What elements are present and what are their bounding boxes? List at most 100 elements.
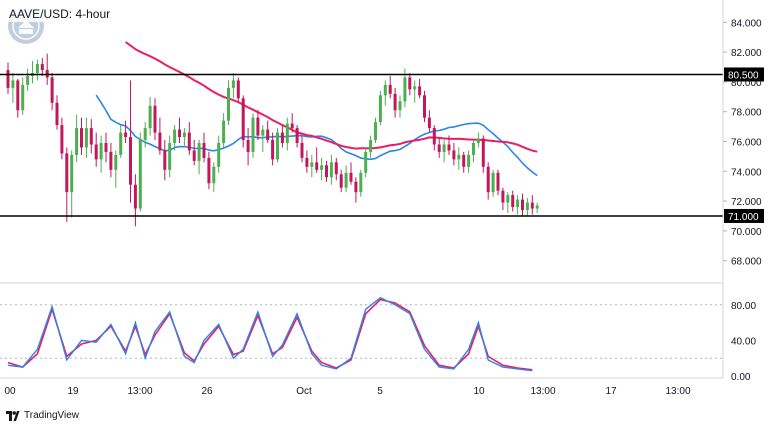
candle-body — [462, 154, 466, 167]
candle-body — [261, 129, 265, 136]
candle-body — [334, 162, 338, 175]
candle-body — [6, 70, 10, 88]
stochastic-tick-label: 40.00 — [731, 336, 756, 347]
candle-body — [310, 162, 314, 167]
price-tick-label: 78.000 — [731, 108, 762, 119]
candle-body — [516, 199, 520, 208]
candle-body — [133, 184, 137, 209]
candle-body — [501, 190, 505, 203]
candle-body — [55, 102, 59, 126]
candle-body — [89, 128, 93, 145]
candle-body — [168, 142, 172, 170]
candle-body — [65, 153, 69, 193]
tradingview-icon — [6, 410, 20, 421]
candle-body — [374, 122, 377, 141]
candle-body — [256, 117, 260, 136]
candle-body — [476, 138, 480, 143]
candle-body — [339, 174, 343, 188]
price-tick-label: 76.000 — [731, 138, 762, 149]
candle-body — [119, 132, 123, 155]
candle-body — [251, 117, 255, 152]
time-tick-label: 19 — [67, 386, 79, 397]
candle-body — [300, 142, 304, 158]
time-tick-label: 13:00 — [665, 386, 690, 397]
candle-body — [437, 144, 441, 152]
candle-body — [344, 172, 348, 188]
candle-body — [467, 154, 471, 167]
price-tick-label: 70.000 — [731, 227, 762, 238]
time-tick-label: 13:00 — [530, 386, 555, 397]
candle-body — [207, 157, 211, 184]
candle-body — [182, 132, 186, 138]
time-tick-label: 17 — [605, 386, 617, 397]
price-tick-label: 68.000 — [731, 257, 762, 268]
candle-body — [173, 129, 177, 143]
candle-body — [124, 132, 128, 138]
candle-body — [143, 128, 147, 141]
candle-body — [192, 150, 196, 161]
candle-body — [320, 165, 324, 170]
stochastic-tick-label: 0.00 — [731, 372, 751, 383]
candle-body — [486, 166, 490, 193]
candle-body — [388, 84, 392, 94]
candle-body — [153, 105, 157, 133]
candle-body — [511, 195, 515, 208]
candle-body — [457, 154, 461, 160]
candle-body — [241, 98, 245, 141]
candle-body — [26, 75, 30, 85]
sma-slow-line — [125, 41, 538, 153]
candle-body — [315, 162, 319, 170]
support-resistance-levels: 80.500 71.000 — [0, 67, 764, 223]
time-tick-label: 10 — [473, 386, 485, 397]
candle-body — [305, 157, 309, 167]
candle-body — [354, 181, 358, 193]
candle-body — [138, 140, 142, 209]
candle-body — [418, 86, 422, 96]
candle-body — [408, 77, 412, 90]
candle-body — [99, 142, 103, 160]
level-price-badge — [724, 208, 764, 223]
candle-body — [432, 128, 436, 145]
candle-body — [285, 123, 289, 143]
candle-body — [178, 129, 181, 138]
stochastic-tick-label: 80.00 — [731, 301, 756, 312]
candle-body — [383, 84, 387, 96]
candle-body — [442, 144, 446, 152]
candle-body — [413, 86, 417, 90]
time-tick-label: 00 — [4, 386, 16, 397]
candle-body — [94, 144, 98, 160]
candle-body — [378, 95, 382, 123]
candle-body — [329, 162, 333, 178]
candle-body — [530, 202, 534, 209]
candle-body — [369, 140, 373, 152]
candle-body — [280, 132, 284, 143]
candle-body — [266, 129, 270, 141]
candle-body — [35, 64, 39, 73]
candle-body — [481, 138, 485, 167]
candle-body — [16, 80, 20, 111]
price-tick-label: 82.000 — [731, 48, 762, 59]
candle-body — [506, 195, 510, 203]
candle-body — [202, 142, 206, 158]
candle-body — [276, 132, 279, 160]
candle-body — [246, 140, 250, 152]
price-tick-label: 74.000 — [731, 167, 762, 178]
stochastic-k-line — [7, 296, 533, 372]
level-price-label: 80.500 — [728, 70, 759, 81]
candle-body — [398, 101, 402, 111]
candle-body — [525, 202, 529, 211]
candle-body — [75, 128, 79, 155]
candle-body — [427, 117, 431, 129]
time-tick-label: 26 — [201, 386, 213, 397]
tradingview-logo[interactable]: TradingView — [6, 410, 79, 421]
candle-body — [491, 172, 495, 193]
candles — [6, 53, 539, 227]
candle-body — [148, 105, 152, 129]
candle-body — [423, 95, 426, 118]
candle-body — [129, 137, 132, 185]
price-tick-label: 80.000 — [731, 78, 762, 89]
candle-body — [197, 142, 201, 161]
axes: 84.000 82.000 80.000 78.000 76.000 74.000 72.0… — [0, 0, 762, 397]
candle-body — [163, 150, 167, 170]
